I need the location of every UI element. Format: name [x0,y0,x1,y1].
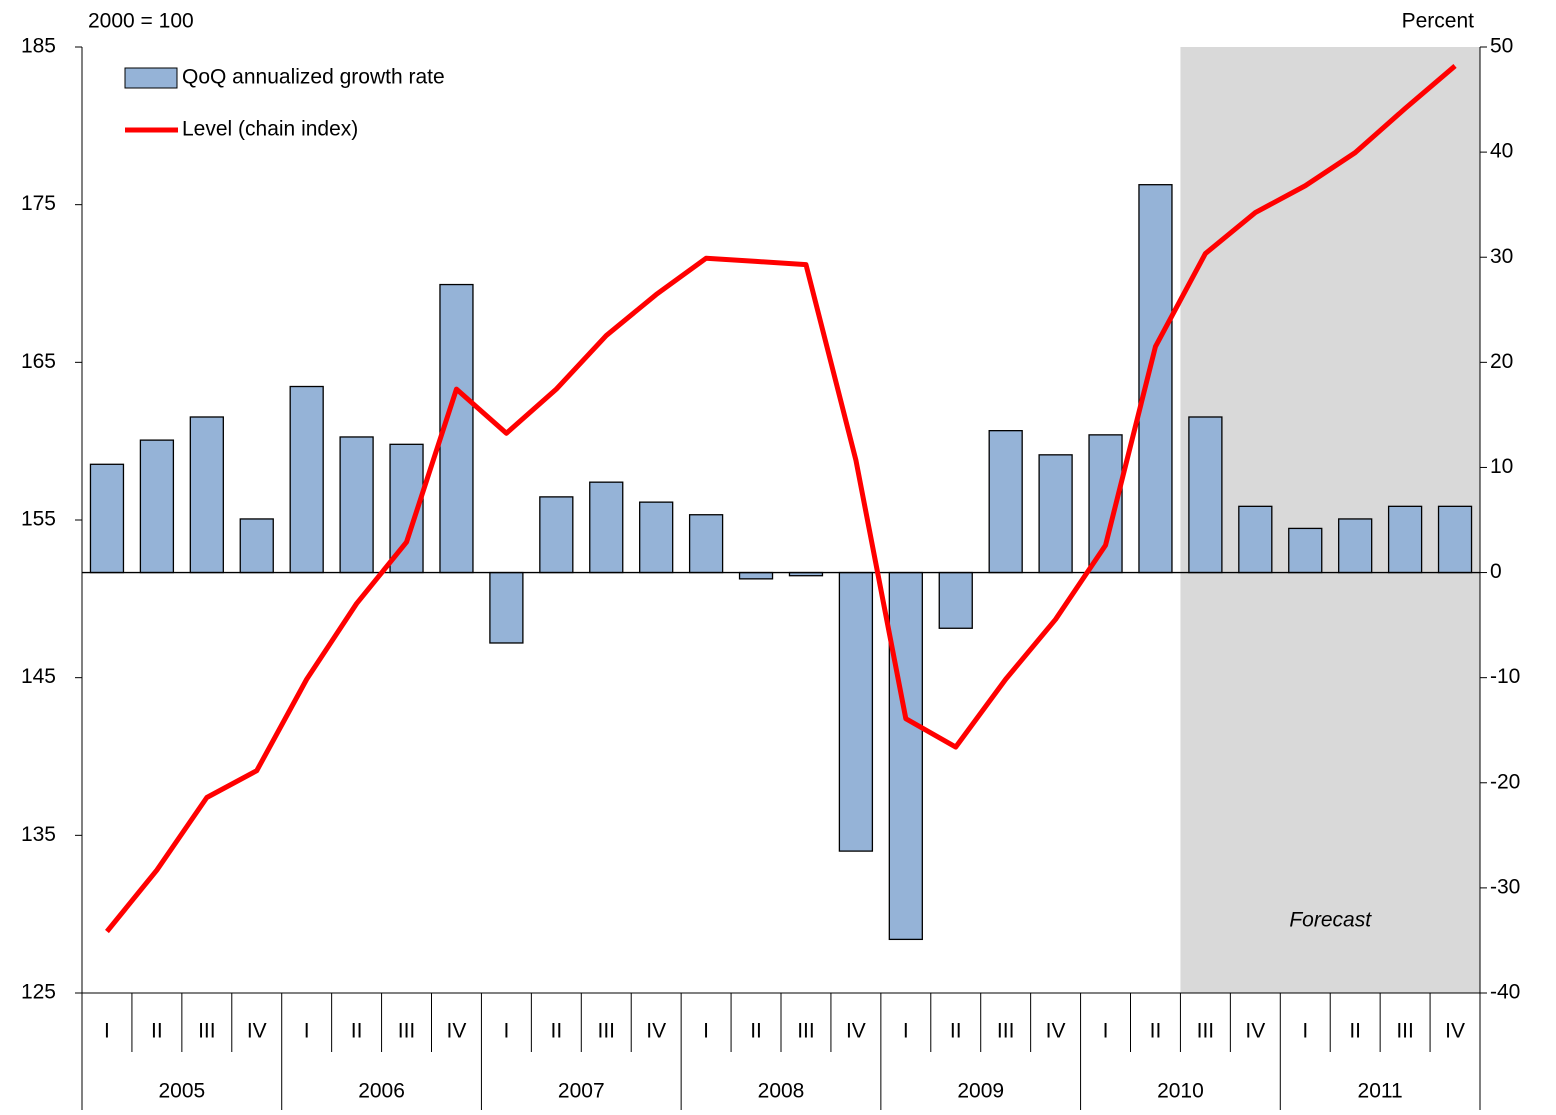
bar [738,571,774,580]
x-tick-label: IV [247,1020,267,1043]
bar [1437,505,1473,574]
bar [589,481,624,574]
y2-tick-label: -40 [1490,981,1520,1004]
bar [1188,416,1223,574]
legend-label: Level (chain index) [182,118,358,141]
x-tick-label: I [503,1020,509,1043]
x-tick-label: IV [646,1020,666,1043]
bar [139,439,175,574]
bar [688,514,724,574]
x-tick-label: II [950,1020,962,1043]
bar [938,571,973,629]
bar [539,496,574,574]
year-label: 2011 [1358,1080,1403,1103]
y-tick-label: 145 [21,665,56,688]
x-tick-label: I [304,1020,310,1043]
year-label: 2005 [158,1080,205,1103]
x-tick-label: II [750,1020,762,1043]
bar [239,518,274,574]
y2-tick-label: -10 [1490,665,1520,688]
x-tick-label: IV [1046,1020,1066,1043]
x-tick-label: I [1103,1020,1109,1043]
bar [838,571,874,852]
bar [289,385,324,574]
bar [639,501,674,574]
y2-tick-label: 30 [1490,245,1513,268]
bar [888,571,923,941]
x-tick-label: III [797,1020,815,1043]
y2-unit-label: Percent [1402,10,1475,33]
y-tick-label: 125 [21,981,56,1004]
forecast-label: Forecast [1289,909,1372,932]
legend-swatch [124,67,178,89]
bar [339,436,374,574]
x-tick-label: IV [846,1020,866,1043]
x-tick-label: III [1396,1020,1414,1043]
x-tick-label: III [198,1020,216,1043]
x-tick-label: III [1197,1020,1215,1043]
bar [489,571,524,644]
y2-tick-label: -20 [1490,770,1520,793]
bar [89,463,125,574]
y2-tick-label: 0 [1490,560,1502,583]
x-tick-label: III [398,1020,416,1043]
year-label: 2007 [558,1080,605,1103]
x-tick-label: I [903,1020,909,1043]
forecast-region [1180,47,1480,993]
y2-tick-label: -30 [1490,875,1520,898]
year-label: 2006 [358,1080,405,1103]
y2-tick-label: 20 [1490,350,1513,373]
bar [1288,527,1323,574]
y2-tick-label: 50 [1490,35,1513,58]
x-tick-label: II [151,1020,163,1043]
y-tick-label: 185 [21,35,56,58]
year-label: 2009 [957,1080,1004,1103]
y-unit-label: 2000 = 100 [88,10,194,33]
bar [1038,454,1073,574]
x-tick-label: III [597,1020,615,1043]
bar [189,416,224,574]
x-tick-label: IV [1445,1020,1465,1043]
x-tick-label: IV [1245,1020,1265,1043]
bar [1338,518,1373,574]
x-tick-label: III [997,1020,1015,1043]
x-tick-label: I [703,1020,709,1043]
y2-tick-label: 40 [1490,140,1513,163]
y-tick-label: 165 [21,350,56,373]
y2-tick-label: 10 [1490,455,1513,478]
y-tick-label: 175 [21,192,56,215]
x-tick-label: II [1349,1020,1361,1043]
x-tick-label: II [1150,1020,1162,1043]
year-label: 2010 [1157,1080,1204,1103]
x-tick-label: I [1302,1020,1308,1043]
x-tick-label: II [351,1020,363,1043]
line [105,64,1457,934]
x-tick-label: II [550,1020,562,1043]
legend-label: QoQ annualized growth rate [182,66,445,89]
bar [1387,505,1423,574]
y-tick-label: 155 [21,508,56,531]
y-tick-label: 135 [21,823,56,846]
bar [1238,505,1273,574]
x-tick-label: I [104,1020,110,1043]
bar [988,430,1023,574]
x-tick-label: IV [447,1020,467,1043]
year-label: 2008 [758,1080,805,1103]
bar [1138,184,1173,574]
